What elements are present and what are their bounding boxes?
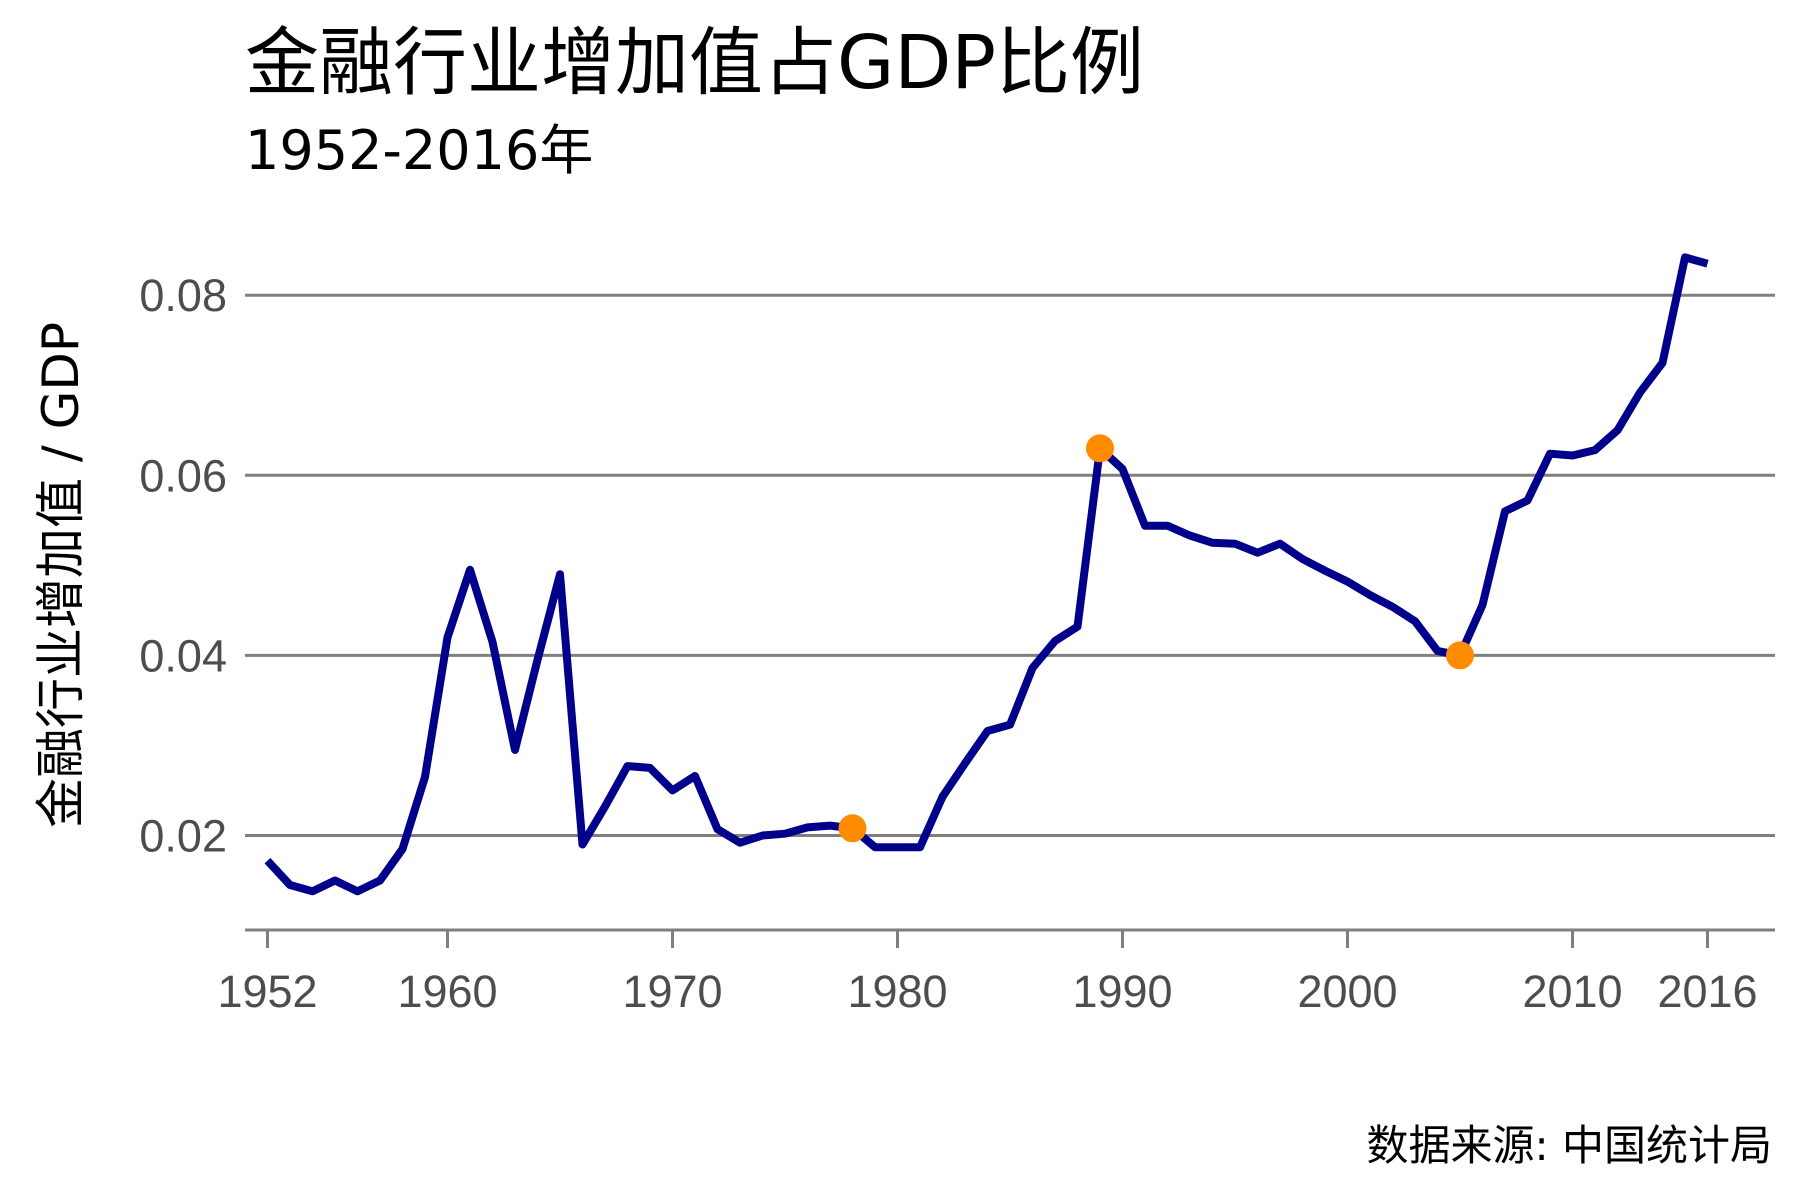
y-tick-label: 0.08: [139, 270, 227, 321]
series-layer: [264, 253, 1709, 896]
highlight-point: [838, 814, 867, 843]
chart-title: 金融行业增加值占GDP比例: [245, 20, 1144, 106]
chart-subtitle: 1952-2016年: [245, 119, 594, 182]
y-tick-label: 0.04: [139, 630, 227, 681]
y-tick-label: 0.02: [139, 810, 227, 861]
x-tick-label: 1952: [217, 966, 317, 1017]
highlight-point: [1086, 434, 1114, 463]
x-axis: [245, 928, 1775, 948]
y-axis-tick-labels: 0.02 0.04 0.06 0.08: [139, 270, 227, 861]
x-tick-label: 1970: [622, 966, 722, 1017]
y-tick-label: 0.06: [139, 450, 227, 501]
y-axis-title: 金融行业增加值 / GDP: [32, 322, 90, 828]
highlight-points: [838, 434, 1474, 843]
highlight-point: [1446, 641, 1474, 670]
x-tick-label: 1990: [1072, 966, 1172, 1017]
x-tick-label: 2000: [1297, 966, 1397, 1017]
x-tick-label: 2016: [1657, 966, 1757, 1017]
x-tick-label: 1960: [397, 966, 497, 1017]
x-tick-label: 1980: [847, 966, 947, 1017]
gridlines: [245, 293, 1775, 837]
x-tick-label: 2010: [1522, 966, 1622, 1017]
series-line: [264, 253, 1709, 896]
source-caption: 数据来源: 中国统计局: [1366, 1121, 1772, 1170]
x-axis-tick-labels: 1952 1960 1970 1980 1990 2000 2010 2016: [217, 966, 1757, 1017]
